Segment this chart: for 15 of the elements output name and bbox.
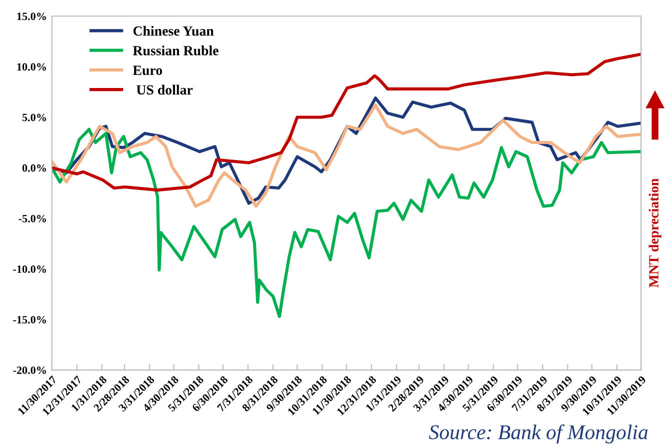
line-series [52, 128, 641, 318]
y-tick-label: 0.0% [22, 164, 46, 172]
y-tick-label: 5.0% [22, 114, 46, 122]
legend-label: Chinese Yuan [133, 26, 214, 36]
source-note: Source: Bank of Mongolia [428, 424, 648, 444]
legend-label: Russian Ruble [132, 46, 218, 56]
y-tick-label: -20.0% [13, 366, 46, 374]
y-tick-label: -15.0% [13, 316, 46, 324]
legend-label: US dollar [136, 84, 193, 95]
legend-label: Euro [132, 66, 162, 75]
y-tick-label: 10.0% [17, 63, 46, 71]
y-tick-label: 15.0% [17, 12, 46, 20]
y-tick-label: -5.0% [18, 214, 46, 222]
text: MNT depreciation [648, 178, 662, 288]
y-tick-label: -10.0% [13, 265, 46, 273]
